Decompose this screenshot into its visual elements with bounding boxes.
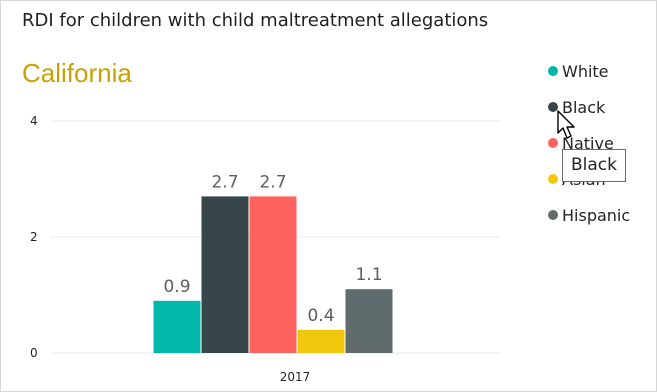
bar-hispanic[interactable] <box>345 289 393 353</box>
data-label: 1.1 <box>355 265 382 285</box>
legend-marker-black[interactable] <box>548 102 558 112</box>
legend-marker-white[interactable] <box>548 66 558 76</box>
legend-label-native[interactable]: Native <box>562 134 614 153</box>
bar-asian[interactable] <box>297 329 345 353</box>
y-tick-label: 0 <box>30 346 38 360</box>
data-label: 0.4 <box>307 306 334 326</box>
bar-native[interactable] <box>249 196 297 353</box>
legend-label-hispanic[interactable]: Hispanic <box>562 206 630 225</box>
bar-black[interactable] <box>201 196 249 353</box>
data-label: 0.9 <box>163 277 190 297</box>
legend-label-white[interactable]: White <box>562 62 609 81</box>
legend-marker-asian[interactable] <box>548 174 558 184</box>
chart-title: RDI for children with child maltreatment… <box>22 10 489 31</box>
legend-marker-native[interactable] <box>548 138 558 148</box>
legend-marker-hispanic[interactable] <box>548 210 558 220</box>
tooltip: Black <box>562 149 626 182</box>
y-tick-label: 4 <box>30 114 38 128</box>
bar-white[interactable] <box>153 300 201 353</box>
data-label: 2.7 <box>259 172 286 192</box>
data-label: 2.7 <box>211 172 238 192</box>
legend-label-black[interactable]: Black <box>562 98 606 117</box>
mouse-pointer-icon <box>557 110 575 139</box>
chart-subtitle: California <box>22 58 132 88</box>
y-tick-label: 2 <box>30 230 38 244</box>
x-tick-label: 2017 <box>280 370 311 384</box>
